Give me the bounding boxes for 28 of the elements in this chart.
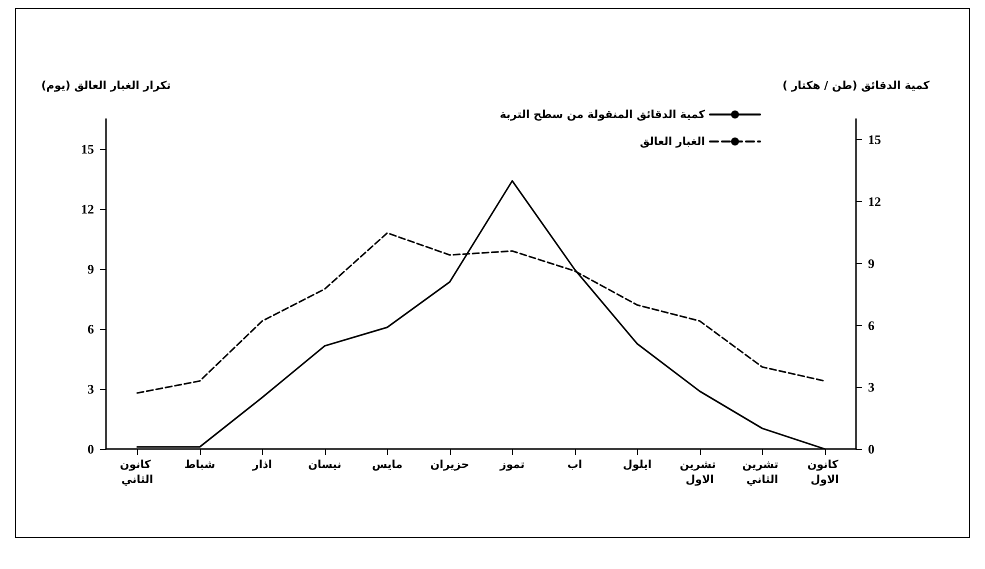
y2-tick-label: 6	[868, 318, 875, 333]
y-tick-label: 9	[88, 262, 94, 276]
legend-label: الغبار العالق	[640, 135, 705, 148]
y2-axis-title: كمية الدقائق (طن / هكتار )	[782, 79, 930, 92]
x-tick-label: مايس	[372, 458, 403, 471]
y2-tick-label: 12	[868, 194, 881, 209]
x-tick-label: كانون الثاني	[120, 458, 155, 486]
x-tick-label: اب	[567, 458, 582, 471]
y-tick-label: 0	[88, 442, 94, 456]
x-tick-label: شباط	[184, 458, 216, 471]
y-tick-label: 12	[81, 202, 94, 216]
y-axis-title: تكرار الغبار العالق (يوم)	[41, 79, 171, 92]
x-tick-label: تشرين الثاني	[742, 458, 782, 486]
y2-tick-label: 0	[868, 442, 874, 456]
y2-tick-label: 3	[868, 380, 875, 395]
x-tick-label: حزيران	[430, 458, 470, 471]
x-tick-label: نيسان	[308, 458, 342, 471]
legend-label: كمية الدقائق المنقولة من سطح التربة	[500, 108, 706, 121]
x-tick-label: تشرين الاول	[680, 458, 720, 486]
x-tick-label: تموز	[498, 458, 525, 471]
x-tick-label: كانون الاول	[807, 458, 842, 486]
y2-tick-label: 9	[868, 256, 875, 271]
y-tick-label: 6	[88, 322, 94, 336]
y-tick-label: 3	[88, 382, 94, 396]
x-tick-label: ايلول	[622, 458, 652, 471]
y-tick-label: 15	[81, 142, 94, 156]
y2-tick-label: 15	[868, 132, 882, 148]
x-tick-label: اذار	[251, 458, 272, 471]
